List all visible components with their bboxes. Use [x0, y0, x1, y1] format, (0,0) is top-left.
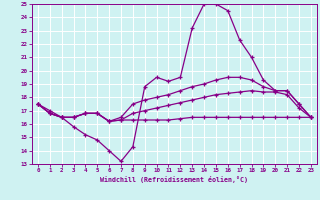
X-axis label: Windchill (Refroidissement éolien,°C): Windchill (Refroidissement éolien,°C) [100, 176, 248, 183]
